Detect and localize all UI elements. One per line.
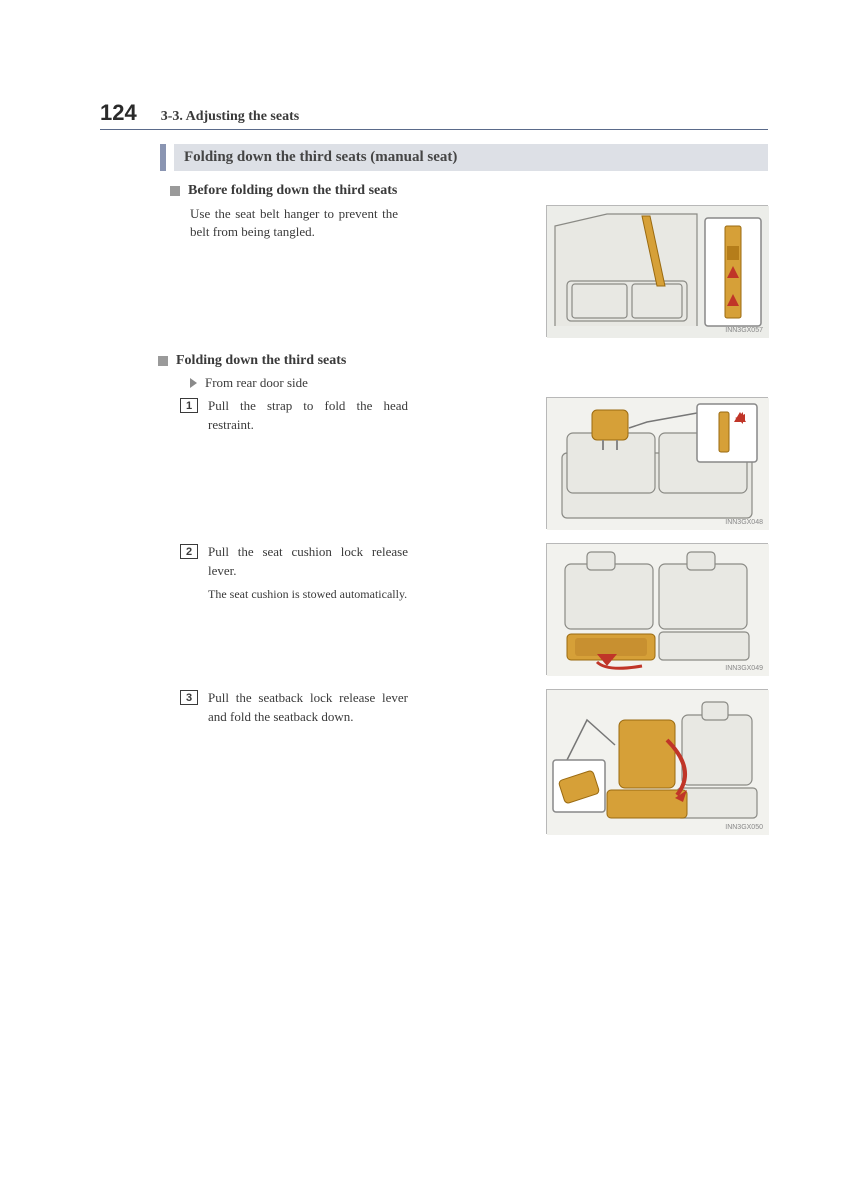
step-row: 2 Pull the seat cushion lock release lev… — [180, 543, 768, 675]
step-number: 1 — [180, 398, 198, 413]
sub-direction-row: From rear door side — [190, 375, 768, 391]
step-text: Pull the seatback lock release lever and… — [208, 689, 408, 727]
section-title-bar: Folding down the third seats (manual sea… — [160, 144, 768, 171]
before-image-col: INN3GX057 — [546, 205, 768, 337]
image-tag: INN3GX050 — [725, 824, 763, 831]
subheading-row: Before folding down the third seats — [170, 183, 768, 199]
step-number: 3 — [180, 690, 198, 705]
image-tag: INN3GX049 — [725, 665, 763, 672]
illustration-cushion-release: INN3GX049 — [546, 543, 768, 675]
step-text: Pull the strap to fold the head restrain… — [208, 397, 408, 435]
page-number: 124 — [100, 100, 137, 126]
before-heading: Before folding down the third seats — [188, 183, 397, 199]
step-image-col: INN3GX049 — [546, 543, 768, 675]
section-title: Folding down the third seats (manual sea… — [174, 144, 768, 171]
step-text: Pull the seat cushion lock release lever… — [208, 543, 408, 602]
step-image-col: INN3GX050 — [546, 689, 768, 834]
step-image-col: INN3GX048 — [546, 397, 768, 529]
illustration-belt-hanger: INN3GX057 — [546, 205, 768, 337]
subheading-row: Folding down the third seats — [158, 353, 768, 369]
before-block: Use the seat belt hanger to prevent the … — [170, 205, 768, 337]
image-tag: INN3GX057 — [725, 327, 763, 334]
folding-heading: Folding down the third seats — [176, 353, 346, 369]
triangle-bullet-icon — [190, 378, 197, 388]
section-accent — [160, 144, 166, 171]
manual-page: 124 3-3. Adjusting the seats Folding dow… — [0, 0, 848, 888]
step-number: 2 — [180, 544, 198, 559]
before-text: Use the seat belt hanger to prevent the … — [170, 205, 398, 241]
illustration-head-restraint: INN3GX048 — [546, 397, 768, 529]
chapter-label: 3-3. Adjusting the seats — [161, 109, 299, 125]
step-sub-text: The seat cushion is stowed automatically… — [208, 587, 408, 603]
square-bullet-icon — [170, 186, 180, 196]
step-main-text: Pull the seat cushion lock release lever… — [208, 544, 408, 578]
sub-direction: From rear door side — [205, 375, 308, 391]
square-bullet-icon — [158, 356, 168, 366]
step-row: 3 Pull the seatback lock release lever a… — [180, 689, 768, 834]
step-row: 1 Pull the strap to fold the head restra… — [180, 397, 768, 529]
illustration-seatback-fold: INN3GX050 — [546, 689, 768, 834]
page-header: 124 3-3. Adjusting the seats — [100, 100, 768, 130]
image-tag: INN3GX048 — [725, 519, 763, 526]
